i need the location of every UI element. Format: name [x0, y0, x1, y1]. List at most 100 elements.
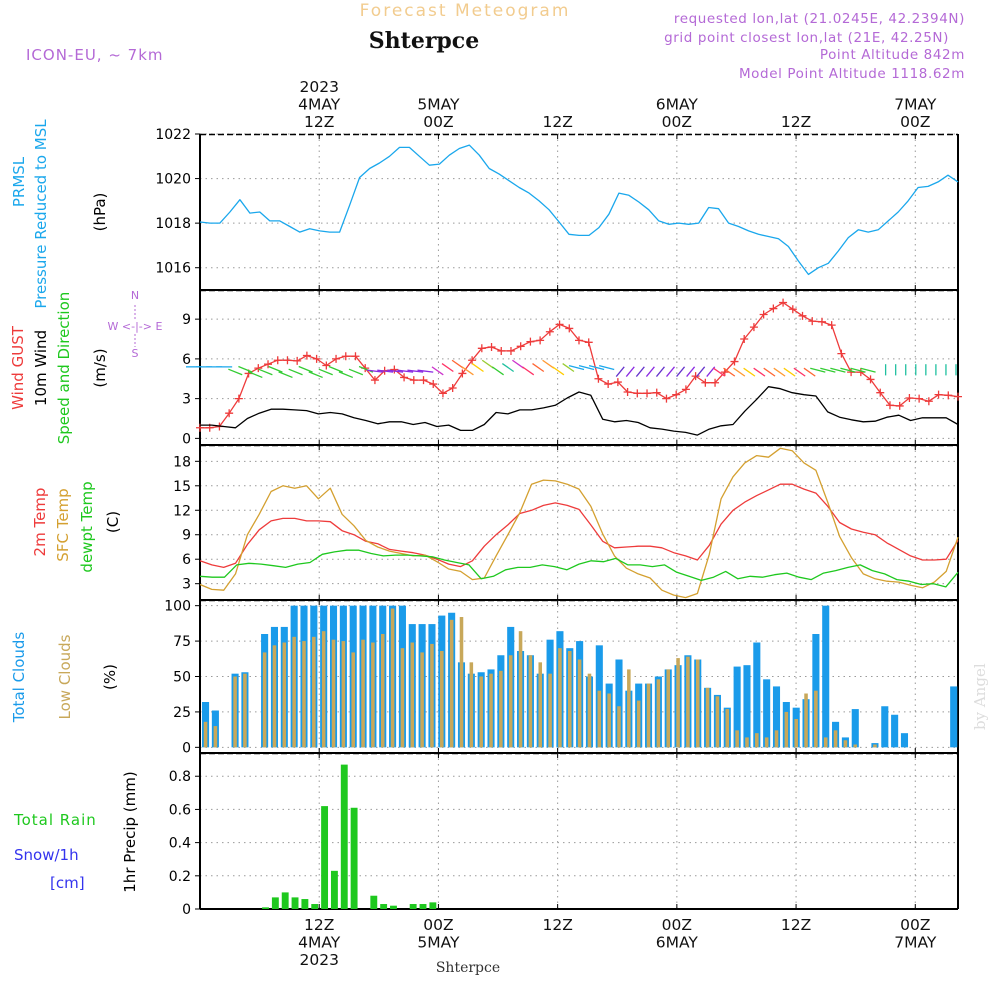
wind-gust-marker	[827, 321, 836, 330]
y-tick-label: 9	[182, 312, 191, 328]
y-tick-label: 50	[173, 670, 191, 686]
wind-direction-arrow	[501, 363, 515, 373]
low-cloud-bar	[627, 669, 631, 748]
low-cloud-bar	[755, 733, 759, 748]
compass-south: S	[132, 347, 139, 360]
wind-direction-arrow	[588, 365, 605, 371]
time-label-top: 12Z	[781, 113, 811, 131]
low-cloud-bar	[656, 679, 661, 748]
low-cloud-bar	[764, 737, 769, 748]
wind-direction-arrow	[348, 368, 364, 376]
wind-gust-marker	[924, 397, 933, 406]
wind-direction-arrow	[491, 366, 504, 376]
wind-gust-marker	[788, 305, 797, 314]
y-tick-label: 18	[173, 454, 191, 470]
rain-bar	[311, 904, 319, 909]
wind-gust-marker	[808, 317, 817, 326]
wind-gust-marker	[749, 323, 758, 332]
time-label-top: 00Z	[423, 113, 453, 131]
label-snow-unit: [cm]	[50, 874, 85, 892]
low-cloud-bar	[833, 730, 838, 748]
low-cloud-bar	[400, 648, 405, 748]
rain-bar	[291, 897, 299, 909]
panel-wind: 0 3 6 9	[182, 289, 962, 447]
wind-direction-arrow	[655, 366, 665, 377]
wind-gust-marker	[866, 375, 875, 384]
wind-gust-marker	[264, 360, 273, 369]
total-cloud-bar	[851, 709, 859, 748]
low-cloud-bar	[538, 662, 543, 748]
wind-gust-marker	[302, 351, 311, 360]
total-cloud-bar	[615, 659, 623, 748]
wind-gust-marker	[944, 391, 953, 400]
wind-gust-marker	[429, 380, 438, 389]
series-2m-temp-line	[199, 483, 959, 569]
wind-gust-marker	[652, 388, 661, 397]
wind-gust-marker	[623, 388, 632, 397]
y-tick-label: 100	[164, 599, 191, 615]
time-label-bottom: 2023	[299, 951, 338, 969]
wind-gust-marker	[934, 390, 943, 399]
wind-gust-marker	[681, 385, 690, 394]
wind-gust-marker	[468, 356, 477, 365]
total-cloud-bar	[822, 605, 830, 748]
wind-gust-marker	[779, 298, 788, 307]
wind-direction-arrow	[783, 367, 796, 377]
wind-gust-marker	[322, 361, 331, 370]
rain-bar	[281, 892, 289, 909]
low-cloud-bar	[814, 690, 818, 748]
time-label-bottom: 7MAY	[894, 934, 937, 952]
low-cloud-bar	[361, 639, 365, 748]
wind-direction-arrow	[666, 366, 676, 377]
y-tick-label: 12	[173, 503, 191, 519]
wind-direction-arrow	[417, 369, 434, 373]
wind-gust-marker	[545, 327, 554, 336]
total-cloud-bar	[772, 686, 781, 748]
total-cloud-bar	[881, 706, 889, 748]
wind-direction-arrow	[387, 369, 404, 373]
wind-direction-arrow	[733, 367, 746, 377]
low-cloud-bar	[686, 656, 690, 748]
wind-gust-marker	[895, 401, 904, 410]
wind-gust-marker	[400, 373, 409, 382]
rain-bar	[330, 870, 338, 909]
wind-gust-marker	[711, 378, 720, 387]
total-cloud-bar	[733, 666, 741, 748]
wind-direction-arrow	[686, 366, 696, 377]
y-tick-label: 0	[182, 740, 191, 756]
low-cloud-bar	[617, 706, 621, 748]
panel-precipitation: 0 0.2 0.4 0.6 0.8	[169, 752, 959, 918]
wind-gust-marker	[312, 354, 321, 363]
time-label-top: 00Z	[662, 113, 692, 131]
wind-direction-arrow	[803, 367, 816, 377]
time-label-top: 7MAY	[894, 96, 937, 114]
wind-gust-marker	[885, 401, 894, 410]
y-tick-label: 0.8	[169, 769, 191, 785]
low-cloud-bar	[853, 744, 858, 748]
low-cloud-bar	[430, 643, 434, 748]
wind-direction-arrow	[860, 367, 876, 373]
wind-direction-arrow	[248, 371, 263, 379]
low-cloud-bar	[302, 641, 306, 748]
label-prmsl: PRMSL	[10, 156, 28, 207]
y-tick-label: 0.4	[169, 836, 191, 852]
low-cloud-bar	[725, 709, 730, 748]
wind-gust-marker	[691, 372, 700, 381]
wind-gust-marker	[565, 324, 574, 333]
wind-gust-marker	[448, 384, 457, 393]
low-cloud-bar	[410, 642, 415, 748]
time-label-top: 12Z	[542, 113, 572, 131]
low-cloud-bar	[479, 676, 483, 748]
wind-gust-marker	[225, 409, 234, 418]
time-label-top: 12Z	[304, 113, 334, 131]
wind-direction-arrow	[615, 366, 625, 377]
label-temp-unit: (C)	[104, 511, 122, 533]
panel-clouds: 0 25 50 75 100	[164, 599, 959, 756]
low-cloud-bar	[449, 619, 454, 748]
wind-direction-arrow	[431, 366, 444, 376]
location-title: Shterpce	[369, 28, 479, 54]
low-cloud-bar	[646, 683, 651, 748]
panel-temperature: 3 6 9 12 15 18	[173, 444, 959, 601]
low-cloud-bar	[587, 673, 592, 748]
